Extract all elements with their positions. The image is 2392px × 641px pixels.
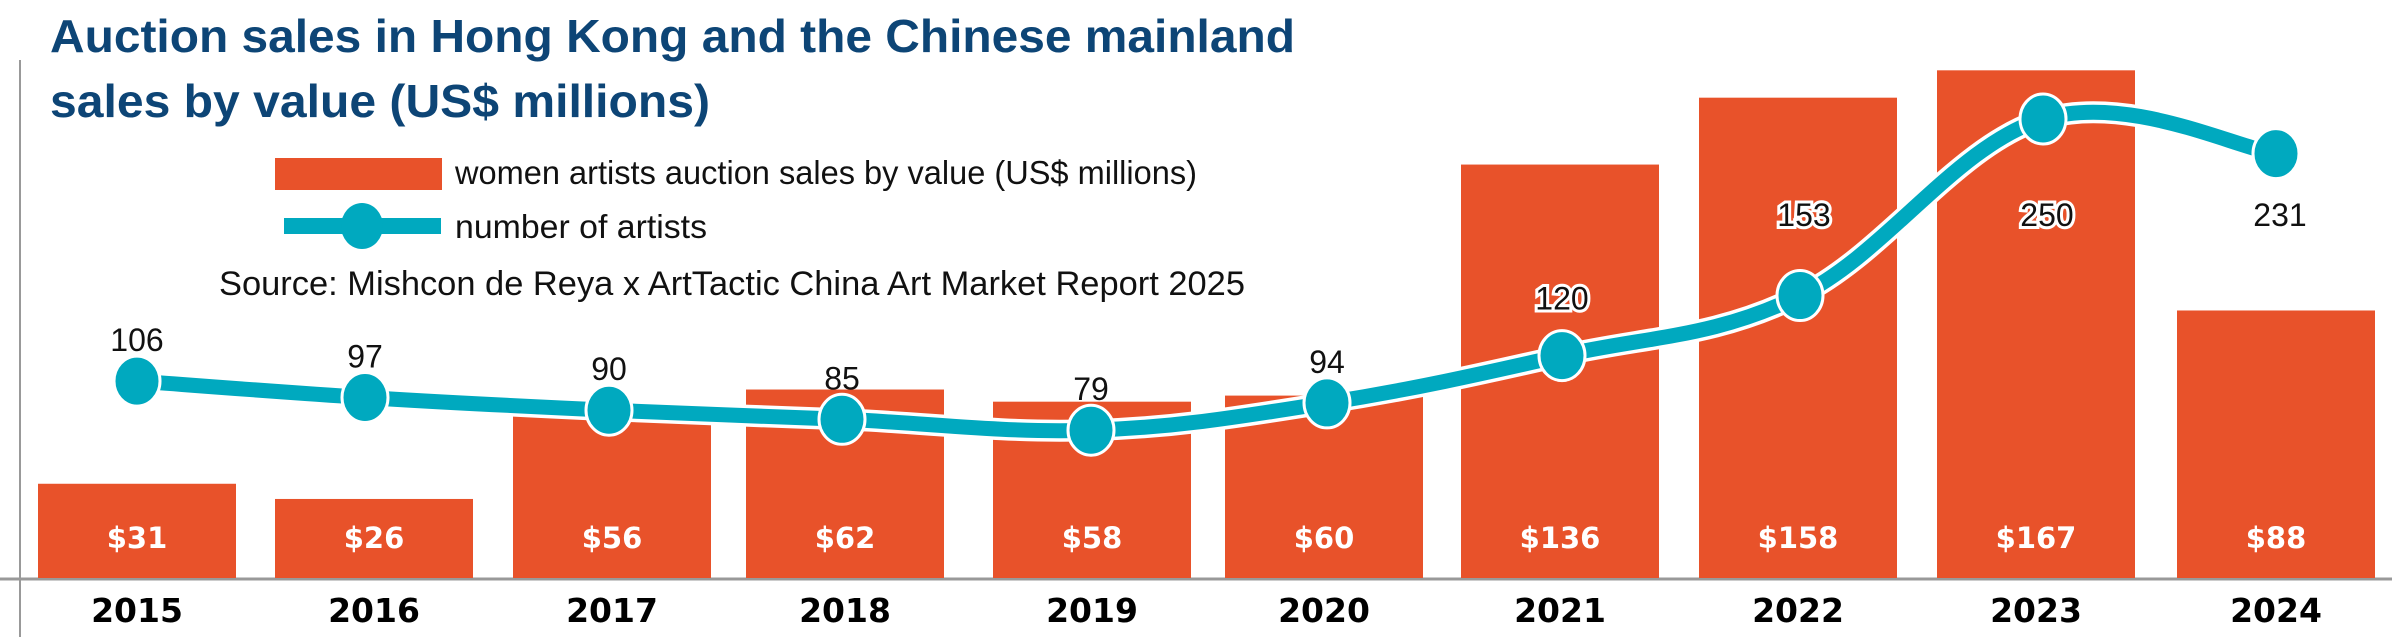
- point-value-label-2017: 90: [591, 351, 627, 387]
- line-series-number-of-artists: [129, 104, 2284, 439]
- legend: women artists auction sales by value (US…: [275, 154, 1197, 249]
- legend-line-label: number of artists: [455, 208, 707, 245]
- line-point-2021: [1537, 329, 1587, 383]
- bar-value-label-2015: $31: [107, 521, 168, 555]
- bar-value-label-2019: $58: [1062, 521, 1123, 555]
- point-value-label-2015: 106: [110, 322, 163, 358]
- bar-value-label-2020: $60: [1294, 521, 1355, 555]
- point-value-label-2022: 153: [1777, 197, 1830, 233]
- bar-value-label-2018: $62: [815, 521, 876, 555]
- bar-2015: [38, 483, 236, 578]
- x-tick-label-2017: 2017: [566, 591, 658, 630]
- labels-group: $31 2015 $26 2016 $56 2017 $62 2018 $58 2019 $60 20…: [91, 194, 2322, 630]
- chart-title-line-2: sales by value (US$ millions): [50, 75, 710, 127]
- point-value-label-2020: 94: [1309, 344, 1345, 380]
- x-tick-label-2024: 2024: [2230, 591, 2322, 630]
- chart-title-line-1: Auction sales in Hong Kong and the Chine…: [50, 10, 1295, 62]
- line-point-2019: [1066, 403, 1116, 457]
- point-value-label-2023: 250: [2020, 197, 2073, 233]
- legend-bar-swatch: [275, 158, 442, 190]
- line-point-2015: [112, 354, 162, 408]
- bar-value-label-2017: $56: [582, 521, 643, 555]
- bar-value-label-2016: $26: [344, 521, 405, 555]
- bar-2024: [2177, 310, 2375, 578]
- bar-value-label-2022: $158: [1758, 521, 1839, 555]
- x-tick-label-2015: 2015: [91, 591, 183, 630]
- point-value-label-2021: 120: [1535, 281, 1588, 317]
- x-tick-label-2019: 2019: [1046, 591, 1138, 630]
- line-point-2023: [2018, 92, 2068, 146]
- bar-value-label-2023: $167: [1996, 521, 2077, 555]
- legend-line-marker: [341, 203, 383, 249]
- chart-title: Auction sales in Hong Kong and the Chine…: [50, 10, 1295, 127]
- bars-group: [38, 70, 2375, 579]
- x-tick-label-2023: 2023: [1990, 591, 2082, 630]
- line-point-2018: [817, 392, 867, 446]
- x-tick-label-2016: 2016: [328, 591, 420, 630]
- x-tick-label-2021: 2021: [1514, 591, 1606, 630]
- line-point-2017: [584, 383, 634, 437]
- line-point-2016: [340, 370, 390, 424]
- bar-2023: [1937, 70, 2135, 578]
- line-point-2020: [1302, 376, 1352, 430]
- line-point-2024: [2251, 127, 2301, 181]
- line-point-2022: [1775, 269, 1825, 323]
- bar-2022: [1699, 97, 1897, 579]
- x-tick-label-2022: 2022: [1752, 591, 1844, 630]
- bar-value-label-2024: $88: [2246, 521, 2307, 555]
- line-group: [112, 92, 2301, 457]
- bar-value-label-2021: $136: [1520, 521, 1601, 555]
- point-value-label-2024: 231: [2253, 197, 2306, 233]
- legend-bar-label: women artists auction sales by value (US…: [454, 154, 1197, 191]
- source-note: Source: Mishcon de Reya x ArtTactic Chin…: [219, 265, 1245, 303]
- x-tick-label-2020: 2020: [1278, 591, 1370, 630]
- x-tick-label-2018: 2018: [799, 591, 891, 630]
- point-value-label-2018: 85: [824, 360, 860, 396]
- point-value-label-2019: 79: [1073, 371, 1109, 407]
- point-value-label-2016: 97: [347, 338, 383, 374]
- bar-2016: [275, 498, 473, 578]
